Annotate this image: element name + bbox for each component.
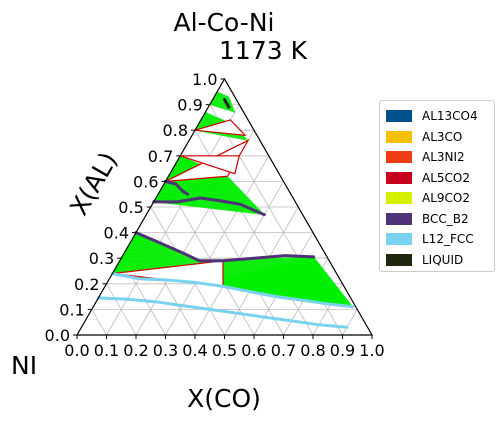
legend-label: AL13CO4 (422, 109, 478, 123)
legend-item: BCC_B2 (386, 209, 469, 229)
legend-label: L12_FCC (422, 232, 474, 246)
tie-line (213, 97, 232, 105)
phase-boundary-l12_fcc (96, 296, 349, 329)
three-phase-triangles (112, 119, 250, 288)
legend-item: AL3CO (386, 127, 462, 147)
phase-boundary-bcc_b2 (152, 196, 266, 217)
legend-label: LIQUID (422, 252, 464, 267)
legend-label: AL3NI2 (422, 150, 465, 164)
legend-item: AL5CO2 (386, 168, 470, 188)
x-tick-label: 0.0 (64, 341, 89, 360)
tie-line (161, 187, 254, 204)
y-tick-label: 0.5 (118, 198, 143, 217)
x-axis-label: X(CO) (187, 384, 261, 413)
y-tick-label: 0.1 (59, 300, 84, 319)
tie-line (165, 180, 248, 198)
corner-label-ni: NI (11, 351, 37, 380)
tick-labels: 0.0 0.1 0.2 0.3 0.4 0.5 0.6 0.7 0.8 0.9 1.00.00.10… (45, 70, 385, 360)
legend-swatch (386, 110, 412, 122)
x-tick-label: 0.1 (94, 341, 119, 360)
three-phase-triangle (180, 155, 241, 175)
tie-line (210, 103, 235, 112)
tie-line (114, 260, 222, 271)
x-tick-label: 0.4 (182, 341, 207, 360)
y-tick-label: 0.9 (177, 96, 202, 115)
legend-swatch (386, 212, 412, 225)
legend-swatch (386, 171, 412, 184)
three-phase-triangle (194, 119, 247, 137)
x-tick-label: 1.0 (359, 341, 384, 360)
tie-line (216, 92, 230, 99)
legend-item: LIQUID (386, 250, 463, 270)
tie-line (153, 201, 265, 215)
tie-line (215, 93, 230, 100)
y-axis-label: X(AL) (64, 147, 123, 220)
y-tick-label: 0.8 (163, 121, 188, 140)
legend-swatch (386, 130, 412, 143)
tie-line (213, 98, 233, 106)
gridline-co (106, 104, 240, 336)
phase-boundary-l12_fcc (110, 272, 355, 309)
y-tick-label: 0.0 (45, 326, 70, 345)
y-tick-label: 0.2 (74, 275, 99, 294)
legend-swatch (386, 253, 412, 266)
legend-label: BCC_B2 (422, 211, 469, 226)
gridline-ni (165, 181, 255, 336)
x-tick-label: 0.3 (153, 341, 178, 360)
tie-line (205, 112, 230, 123)
y-tick-label: 0.4 (104, 224, 129, 243)
y-tick-label: 0.3 (89, 249, 114, 268)
gridline-co (342, 309, 358, 336)
y-tick-label: 0.7 (148, 147, 173, 166)
gridline-ni (106, 283, 137, 336)
x-tick-label: 0.5 (212, 341, 237, 360)
chart-subtitle: 1173 K (219, 36, 308, 65)
legend-label: AL9CO2 (422, 191, 470, 205)
phase-boundary-liquid (223, 98, 231, 109)
legend-label: AL5CO2 (422, 170, 470, 185)
phase-boundaries (96, 98, 355, 329)
x-tick-label: 0.6 (241, 341, 266, 360)
gridline-ni (91, 309, 107, 336)
x-tick-label: 0.7 (271, 341, 296, 360)
legend-swatch (386, 233, 412, 245)
legend: AL13CO4 AL3CO AL3NI2 AL5CO2 AL9CO2 BCC_B2 L12_… (379, 100, 495, 272)
tie-line (210, 102, 235, 111)
phase-boundary-bcc_b2 (134, 231, 316, 263)
legend-swatch (386, 151, 412, 163)
legend-label: AL3CO (422, 129, 463, 144)
x-tick-label: 0.8 (300, 341, 325, 360)
legend-swatch (386, 192, 412, 204)
tie-line (217, 91, 230, 98)
tie-line (194, 129, 249, 141)
x-tick-label: 0.2 (123, 341, 148, 360)
phase-boundary-bcc_b2 (164, 179, 190, 196)
legend-item: AL9CO2 (386, 188, 470, 208)
chart-title: Al-Co-Ni (174, 8, 275, 37)
tie-line (214, 95, 231, 102)
x-tick-label: 0.9 (330, 341, 355, 360)
y-tick-label: 1.0 (192, 70, 217, 89)
legend-item: L12_FCC (386, 229, 474, 249)
tie-line (215, 94, 231, 101)
tie-line (214, 96, 232, 104)
legend-item: AL3NI2 (386, 147, 465, 167)
y-tick-label: 0.6 (133, 172, 158, 191)
legend-item: AL13CO4 (386, 106, 478, 126)
tie-line (209, 104, 235, 113)
